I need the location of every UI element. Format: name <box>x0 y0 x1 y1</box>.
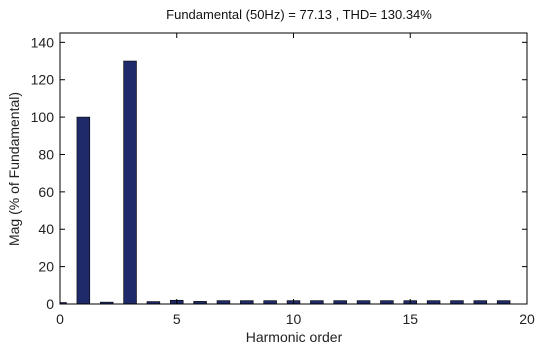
chart-title: Fundamental (50Hz) = 77.13 , THD= 130.34… <box>166 7 432 22</box>
y-tick-label-0: 0 <box>46 296 54 312</box>
bar-harmonic-17 <box>450 300 464 305</box>
bar-harmonic-13 <box>356 300 371 305</box>
tick-labels-group: 0 5 10 15 20 0 20 40 60 80 100 120 140 <box>31 34 535 327</box>
bar-harmonic-11 <box>310 300 324 305</box>
y-axis-title: Mag (% of Fundamental) <box>6 92 22 246</box>
y-tick-label-120: 120 <box>31 72 55 88</box>
y-tick-label-80: 80 <box>38 146 54 162</box>
y-tick-label-140: 140 <box>31 34 55 50</box>
x-tick-label-0: 0 <box>56 311 64 327</box>
x-axis-title: Harmonic order <box>246 329 343 345</box>
x-tick-label-15: 15 <box>402 311 418 327</box>
y-tick-label-20: 20 <box>38 259 54 275</box>
x-tick-label-5: 5 <box>173 311 181 327</box>
x-tick-label-10: 10 <box>286 311 302 327</box>
bars-group <box>59 60 511 305</box>
y-tick-label-60: 60 <box>38 184 54 200</box>
bar-harmonic-19 <box>496 300 511 305</box>
bar-harmonic-16 <box>426 300 441 305</box>
bar-harmonic-8 <box>240 300 254 305</box>
bar-harmonic-12 <box>333 300 347 305</box>
bar-harmonic-14 <box>380 300 394 305</box>
ticks-group <box>59 33 528 305</box>
y-tick-label-100: 100 <box>31 109 55 125</box>
y-tick-label-40: 40 <box>38 221 54 237</box>
bar-harmonic-18 <box>473 300 488 305</box>
x-tick-label-20: 20 <box>519 311 535 327</box>
bar-harmonic-1 <box>76 116 91 305</box>
bar-harmonic-3 <box>123 60 137 305</box>
bar-harmonic-7 <box>216 300 231 305</box>
bar-harmonic-9 <box>263 300 277 305</box>
